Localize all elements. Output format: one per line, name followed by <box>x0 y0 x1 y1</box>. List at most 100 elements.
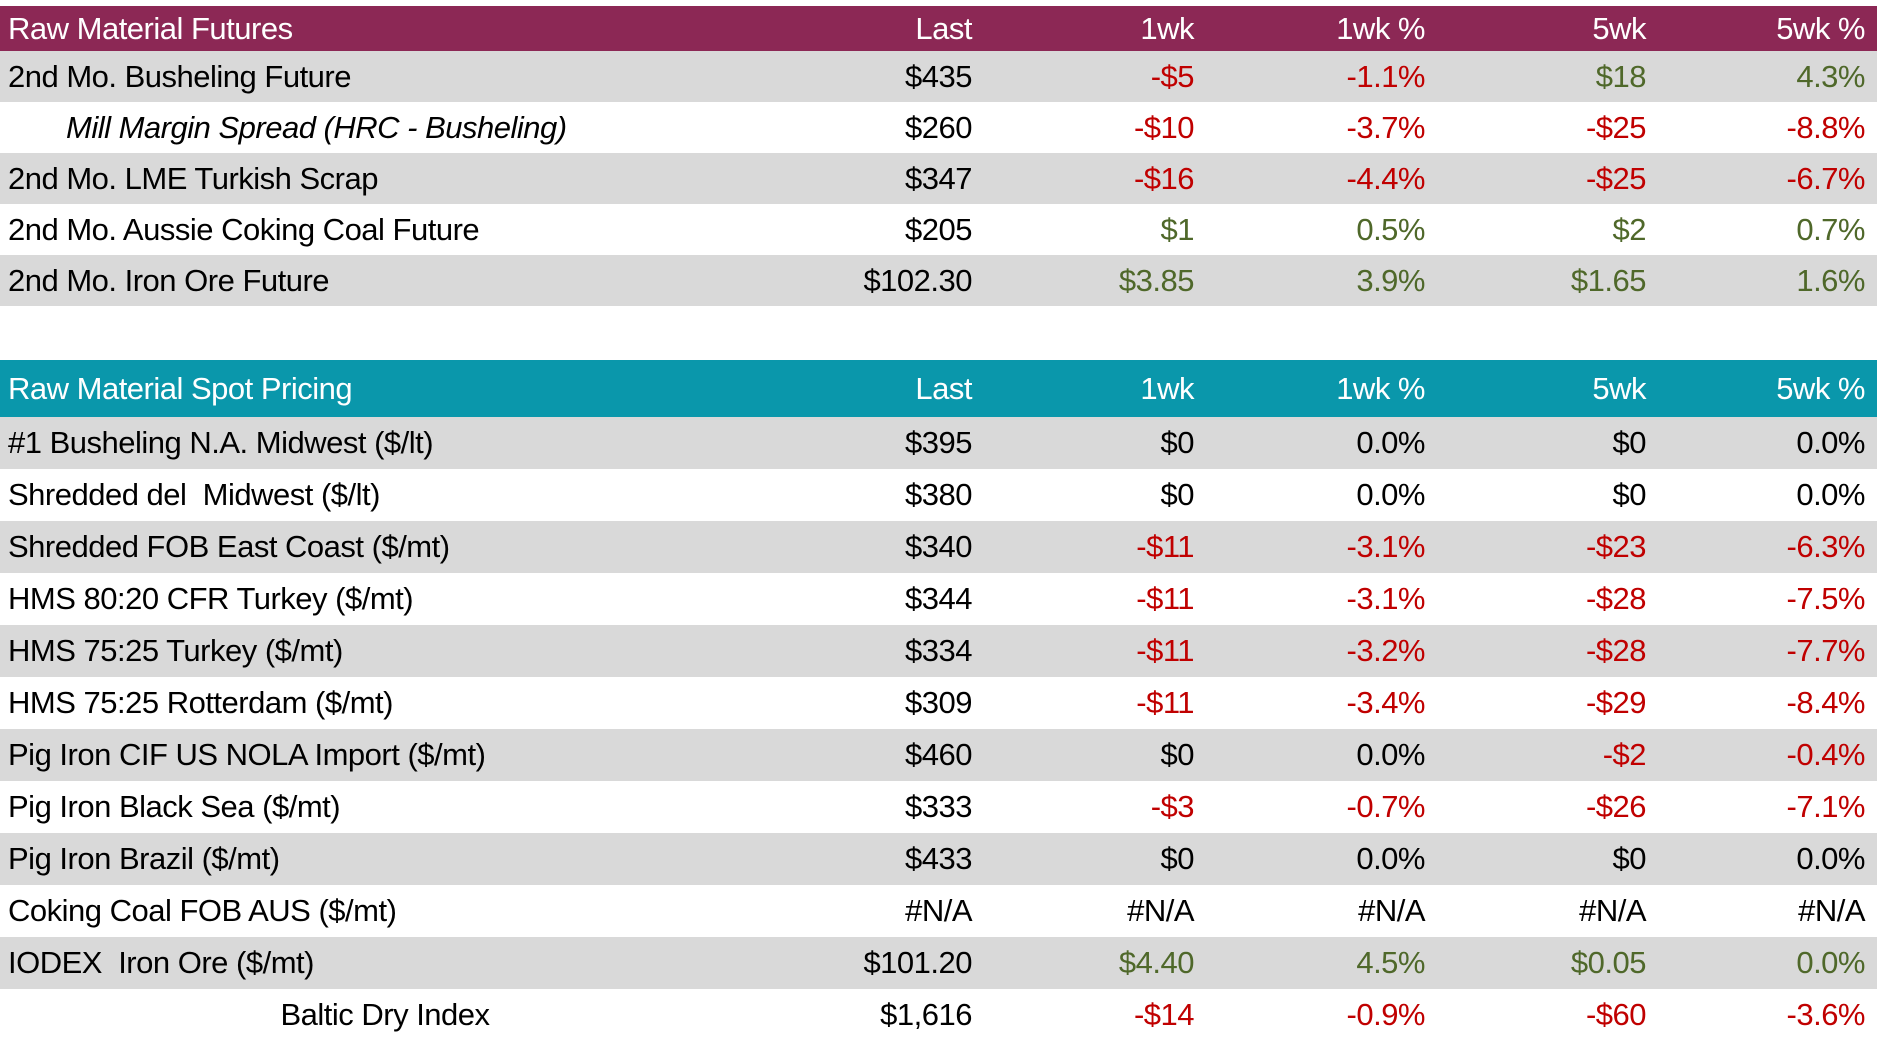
spot-table-header: Raw Material Spot Pricing Last 1wk 1wk %… <box>0 360 1877 417</box>
value-cell: -7.5% <box>1786 581 1866 616</box>
value-cell: $1,616 <box>880 997 972 1032</box>
value-cell: -8.4% <box>1786 685 1866 720</box>
value-cell: 0.7% <box>1796 211 1865 247</box>
table-row: Pig Iron Brazil ($/mt) $433 $0 0.0% $0 0.0% <box>0 833 1877 885</box>
value-cell: -$5 <box>1150 58 1195 94</box>
row-label: 2nd Mo. LME Turkish Scrap <box>8 160 379 196</box>
table-row: HMS 75:25 Turkey ($/mt) $334 -$11 -3.2% -$28… <box>0 625 1877 677</box>
value-cell: -1.1% <box>1346 58 1426 94</box>
value-cell: -$60 <box>1585 997 1647 1032</box>
value-cell: -8.8% <box>1786 109 1866 145</box>
value-cell: #N/A <box>1798 893 1865 928</box>
value-cell: $2 <box>1612 211 1647 247</box>
row-label: Pig Iron Brazil ($/mt) <box>8 841 280 876</box>
value-cell: -$11 <box>1136 581 1194 616</box>
value-cell: -3.6% <box>1786 997 1866 1032</box>
value-cell: $435 <box>905 58 972 94</box>
row-label: Pig Iron CIF US NOLA Import ($/mt) <box>8 737 486 772</box>
value-cell: $3.85 <box>1118 262 1195 298</box>
futures-table-header: Raw Material Futures Last 1wk 1wk % 5wk … <box>0 6 1877 51</box>
value-cell: $4.40 <box>1118 945 1195 980</box>
row-label: Mill Margin Spread (HRC - Busheling) <box>66 109 567 145</box>
value-cell: -$25 <box>1585 109 1647 145</box>
row-label: #1 Busheling N.A. Midwest ($/lt) <box>8 425 434 460</box>
column-header-1wk: 1wk <box>1140 370 1194 406</box>
value-cell: -$11 <box>1136 685 1194 720</box>
column-header-1wk-pct: 1wk % <box>1336 370 1425 406</box>
table-row: Shredded del Midwest ($/lt) $380 $0 0.0% $0 0… <box>0 469 1877 521</box>
value-cell: $460 <box>905 737 972 772</box>
value-cell: -6.3% <box>1786 529 1866 564</box>
value-cell: -$28 <box>1585 581 1647 616</box>
value-cell: 0.0% <box>1796 425 1865 460</box>
value-cell: -3.7% <box>1346 109 1426 145</box>
value-cell: -0.4% <box>1786 737 1866 772</box>
value-cell: -$10 <box>1133 109 1195 145</box>
value-cell: 0.0% <box>1356 737 1425 772</box>
value-cell: $1.65 <box>1570 262 1647 298</box>
value-cell: -$11 <box>1136 633 1194 668</box>
row-label: Shredded del Midwest ($/lt) <box>8 477 380 512</box>
value-cell: $18 <box>1595 58 1647 94</box>
row-label: HMS 75:25 Turkey ($/mt) <box>8 633 343 668</box>
column-header-last: Last <box>915 10 972 46</box>
row-label: Coking Coal FOB AUS ($/mt) <box>8 893 397 928</box>
table-row: HMS 80:20 CFR Turkey ($/mt) $344 -$11 -3.1%… <box>0 573 1877 625</box>
table-row: Pig Iron CIF US NOLA Import ($/mt) $460 $0… <box>0 729 1877 781</box>
value-cell: -$26 <box>1585 789 1647 824</box>
row-label: 2nd Mo. Busheling Future <box>8 58 352 94</box>
column-header-last: Last <box>915 370 972 406</box>
row-label: HMS 75:25 Rotterdam ($/mt) <box>8 685 393 720</box>
value-cell: $347 <box>905 160 972 196</box>
value-cell: $101.20 <box>863 945 972 980</box>
futures-table: Raw Material Futures Last 1wk 1wk % 5wk … <box>0 6 1877 306</box>
column-header-5wk: 5wk <box>1592 370 1646 406</box>
row-label: HMS 80:20 CFR Turkey ($/mt) <box>8 581 414 616</box>
value-cell: 0.0% <box>1796 477 1865 512</box>
value-cell: -7.1% <box>1786 789 1866 824</box>
table-row: 2nd Mo. Aussie Coking Coal Future $205 $1 0… <box>0 204 1877 255</box>
value-cell: $1 <box>1160 211 1195 247</box>
value-cell: $0 <box>1160 737 1195 772</box>
table-gap <box>0 306 1877 360</box>
value-cell: $0.05 <box>1570 945 1647 980</box>
table-row: Mill Margin Spread (HRC - Busheling) $260… <box>0 102 1877 153</box>
value-cell: -$11 <box>1136 529 1194 564</box>
value-cell: -3.1% <box>1346 581 1426 616</box>
raw-materials-report: Raw Material Futures Last 1wk 1wk % 5wk … <box>0 6 1877 1041</box>
value-cell: $0 <box>1612 425 1647 460</box>
value-cell: $0 <box>1612 841 1647 876</box>
value-cell: $333 <box>905 789 972 824</box>
value-cell: 0.0% <box>1796 841 1865 876</box>
row-label: 2nd Mo. Aussie Coking Coal Future <box>8 211 480 247</box>
value-cell: -$25 <box>1585 160 1647 196</box>
value-cell: -$29 <box>1585 685 1647 720</box>
value-cell: #N/A <box>1579 893 1646 928</box>
value-cell: $260 <box>905 109 972 145</box>
table-row: Coking Coal FOB AUS ($/mt) #N/A #N/A #N/A #N… <box>0 885 1877 937</box>
value-cell: -7.7% <box>1786 633 1866 668</box>
row-label: Shredded FOB East Coast ($/mt) <box>8 529 450 564</box>
table-row: 2nd Mo. Iron Ore Future $102.30 $3.85 3.9% $… <box>0 255 1877 306</box>
column-header-5wk-pct: 5wk % <box>1776 10 1865 46</box>
table-row: Shredded FOB East Coast ($/mt) $340 -$11 -3… <box>0 521 1877 573</box>
value-cell: 1.6% <box>1796 262 1865 298</box>
value-cell: -3.4% <box>1346 685 1426 720</box>
value-cell: -$2 <box>1602 737 1647 772</box>
value-cell: 4.3% <box>1796 58 1865 94</box>
value-cell: $309 <box>905 685 972 720</box>
table-title: Raw Material Spot Pricing <box>8 370 353 406</box>
table-title: Raw Material Futures <box>8 10 293 46</box>
value-cell: $102.30 <box>863 262 972 298</box>
value-cell: -$23 <box>1585 529 1647 564</box>
column-header-1wk-pct: 1wk % <box>1336 10 1425 46</box>
value-cell: $0 <box>1612 477 1647 512</box>
row-label: Baltic Dry Index <box>280 997 490 1032</box>
column-header-5wk: 5wk <box>1592 10 1646 46</box>
table-row: #1 Busheling N.A. Midwest ($/lt) $395 $0 0.… <box>0 417 1877 469</box>
value-cell: $334 <box>905 633 972 668</box>
value-cell: -$28 <box>1585 633 1647 668</box>
table-row: IODEX Iron Ore ($/mt) $101.20 $4.40 4.5% $0.… <box>0 937 1877 989</box>
value-cell: $0 <box>1160 425 1195 460</box>
value-cell: #N/A <box>1358 893 1425 928</box>
